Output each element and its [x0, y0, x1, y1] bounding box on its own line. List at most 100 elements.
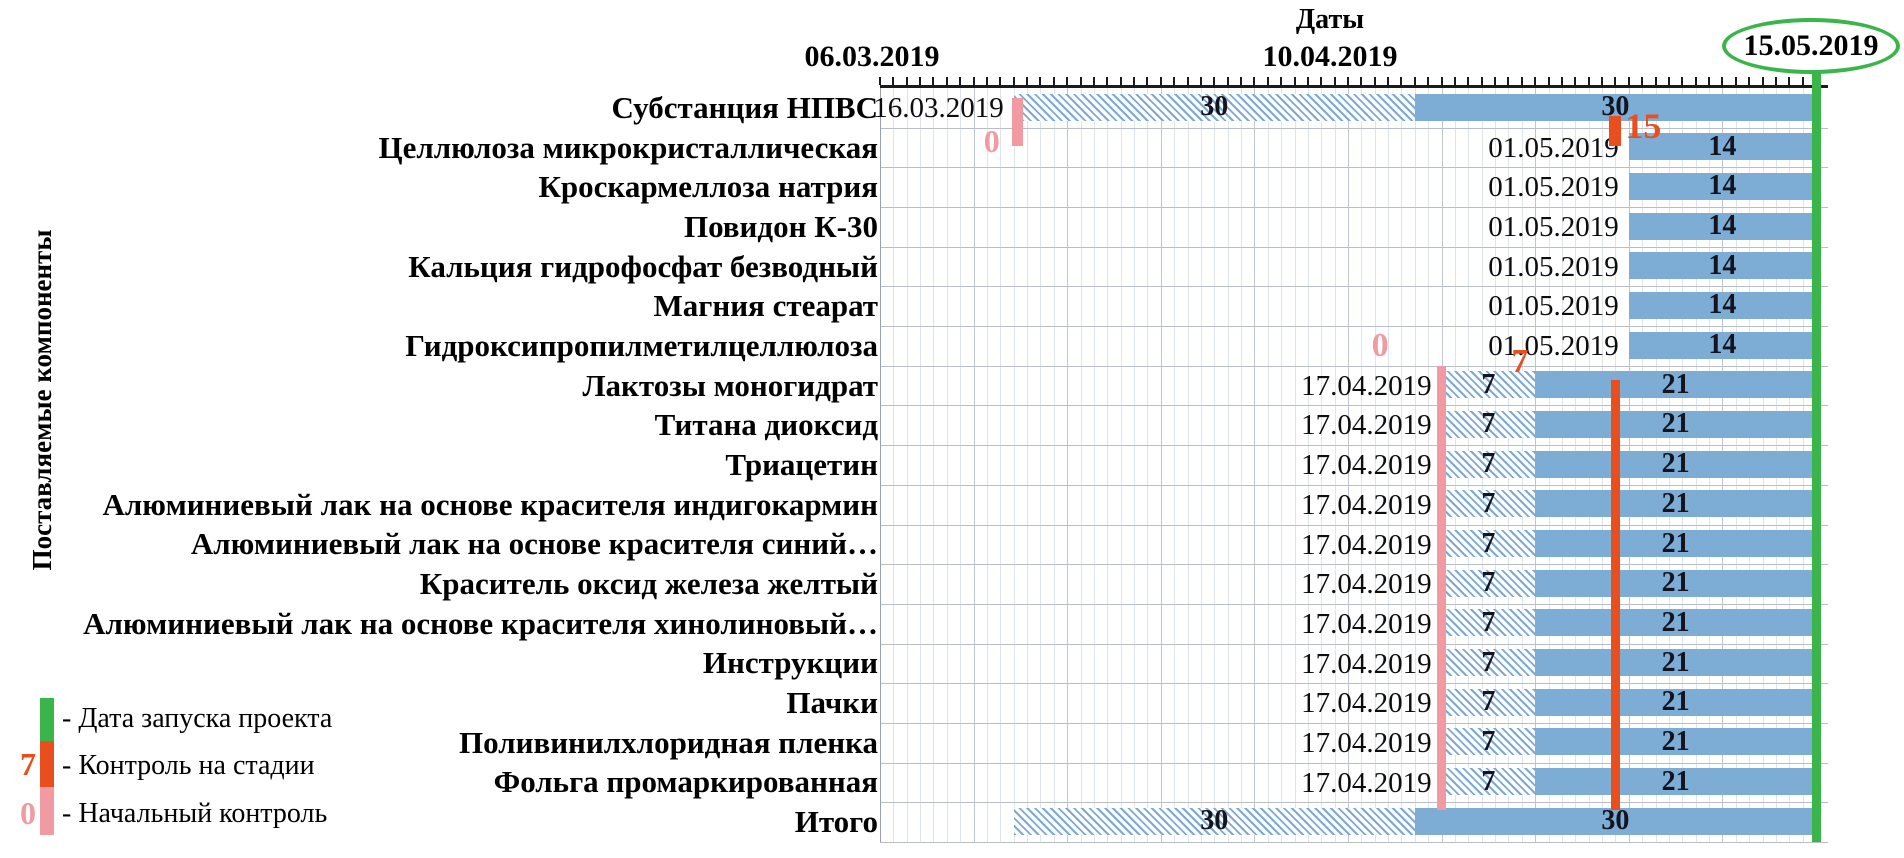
x-axis-line [880, 85, 1828, 88]
gridline [1307, 88, 1309, 842]
bar-segment-hatched: 7 [1441, 765, 1536, 797]
row-separator [880, 167, 1828, 169]
row-label: Триацетин [725, 446, 878, 482]
legend-value-stage-control: 7 [20, 746, 36, 782]
row-date-label: 01.05.2019 [1488, 131, 1619, 164]
axis-tick [919, 77, 922, 85]
gridline [1267, 88, 1269, 842]
bar-segment-solid: 14 [1628, 131, 1816, 162]
bar-segment-solid: 14 [1628, 170, 1816, 202]
row-separator [880, 683, 1828, 685]
row-label: Магния стеарат [653, 288, 879, 324]
gridline [1200, 88, 1202, 842]
bar-segment-hatched: 30 [1013, 805, 1415, 837]
row-label: Кроскармеллоза натрия [538, 169, 878, 205]
gridline [1093, 88, 1095, 842]
initial-control-line [1437, 365, 1447, 811]
gridline [1334, 88, 1336, 842]
row-date-label: 01.05.2019 [1488, 171, 1619, 204]
bar-value-label: 21 [1661, 725, 1690, 757]
axis-tick [1039, 77, 1042, 85]
bar-value-label: 7 [1481, 487, 1496, 519]
stage-control-line [1610, 379, 1620, 811]
row-separator [880, 722, 1828, 724]
axis-tick [1347, 77, 1349, 85]
bar-value-label: 30 [1200, 805, 1229, 837]
gridline [1214, 88, 1216, 842]
row-date-label: 17.04.2019 [1301, 726, 1432, 759]
row-date-label: 17.04.2019 [1301, 568, 1432, 601]
axis-tick [1681, 77, 1684, 85]
axis-tick [1467, 77, 1470, 85]
axis-tick [1373, 77, 1376, 85]
bar-value-label: 21 [1661, 765, 1690, 797]
axis-date-start: 06.03.2019 [804, 40, 940, 73]
axis-tick [959, 77, 962, 85]
row-separator [880, 365, 1828, 367]
axis-tick [1293, 77, 1296, 85]
axis-tick [1560, 77, 1563, 85]
gridline [1174, 88, 1176, 842]
axis-tick [1641, 77, 1644, 85]
row-label: Целлюлоза микрокристаллическая [378, 129, 878, 165]
bar-segment-hatched: 7 [1441, 647, 1536, 678]
legend-swatch-project-launch [40, 698, 54, 741]
axis-tick [1601, 77, 1604, 85]
gridline [1027, 88, 1029, 842]
axis-tick [1240, 77, 1243, 85]
axis-tick [1360, 77, 1363, 85]
axis-tick [1119, 77, 1122, 85]
bar-value-label: 30 [1601, 805, 1630, 837]
row-date-label: 17.04.2019 [1301, 607, 1432, 640]
initial-control-marker [1011, 98, 1023, 146]
initial-control-value: 0 [983, 123, 1000, 159]
row-separator [880, 246, 1828, 248]
gridline [906, 88, 908, 842]
row-separator [880, 484, 1828, 486]
bar-segment-hatched: 7 [1441, 726, 1536, 757]
gridline [973, 88, 975, 842]
bar-value-label: 14 [1708, 170, 1737, 202]
bar-value-label: 21 [1661, 368, 1690, 400]
gridline [1134, 88, 1136, 842]
gridline [1348, 88, 1349, 842]
gridline [1053, 88, 1055, 842]
row-label: Фольга промаркированная [493, 764, 878, 800]
legend-label-stage-control: - Контроль на стадии [62, 750, 315, 781]
bar-value-label: 7 [1481, 408, 1496, 440]
bar-segment-solid: 21 [1535, 528, 1816, 559]
axis-tick [1052, 77, 1055, 85]
project-launch-line [1811, 70, 1821, 842]
gridline [1321, 88, 1323, 842]
axis-date-mid: 10.04.2019 [1262, 40, 1398, 73]
bar-segment-solid: 14 [1628, 250, 1816, 281]
bar-value-label: 7 [1481, 606, 1496, 638]
row-date-label: 17.04.2019 [1301, 766, 1432, 799]
bar-value-label: 7 [1481, 686, 1496, 718]
bar-segment-hatched: 7 [1441, 487, 1536, 519]
bar-value-label: 14 [1708, 289, 1737, 321]
axis-tick [1012, 77, 1015, 85]
axis-tick [1199, 77, 1202, 85]
gridline [1241, 88, 1243, 842]
axis-tick [1400, 77, 1403, 85]
row-label: Итого [794, 804, 878, 840]
row-separator [880, 445, 1828, 447]
axis-tick [1748, 77, 1751, 85]
bar-value-label: 7 [1481, 765, 1496, 797]
row-date-label: 01.05.2019 [1488, 250, 1619, 283]
gridline [920, 88, 922, 842]
axis-tick [1159, 77, 1162, 85]
gridline [946, 88, 948, 842]
row-label: Алюминиевый лак на основе красителя сини… [190, 526, 878, 562]
axis-tick [1614, 77, 1617, 85]
gridline [1187, 88, 1189, 842]
axis-tick [892, 77, 895, 85]
axis-tick [1788, 77, 1791, 85]
project-launch-date-ellipse: 15.05.2019 [1722, 18, 1900, 74]
row-separator [880, 326, 1828, 328]
axis-tick [1774, 77, 1777, 85]
row-separator [880, 127, 1828, 129]
row-label: Лактозы моногидрат [582, 367, 878, 403]
bar-segment-solid: 21 [1535, 765, 1816, 797]
